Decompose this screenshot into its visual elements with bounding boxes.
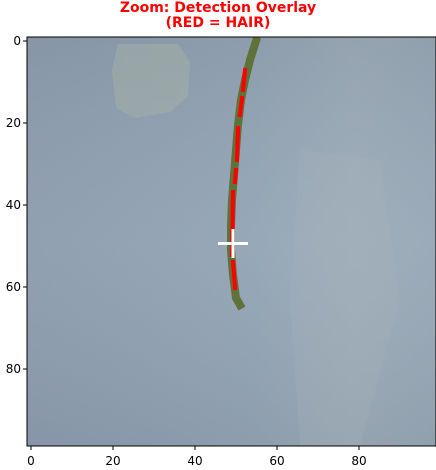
axes-frame [26,36,436,447]
zoom-image [27,37,436,446]
x-axis-ticks: 0 20 40 60 80 [27,446,367,468]
y-tick-label: 20 [6,116,21,130]
x-tick-label: 60 [269,454,284,468]
light-blob [112,44,190,118]
plot-title-line-1: Zoom: Detection Overlay [119,0,317,16]
plot-title-line-2: (RED = HAIR) [165,15,271,31]
y-tick-label: 80 [6,362,21,376]
x-tick-label: 40 [187,454,202,468]
y-axis-ticks: 0 20 40 60 80 [6,34,27,376]
hair-detected-core [229,67,248,291]
y-tick-label: 40 [6,198,21,212]
y-tick-label: 60 [6,280,21,294]
x-tick-label: 80 [351,454,366,468]
x-tick-label: 20 [105,454,120,468]
crosshair-marker [218,229,248,258]
y-tick-label: 0 [13,34,21,48]
x-tick-label: 0 [27,454,35,468]
